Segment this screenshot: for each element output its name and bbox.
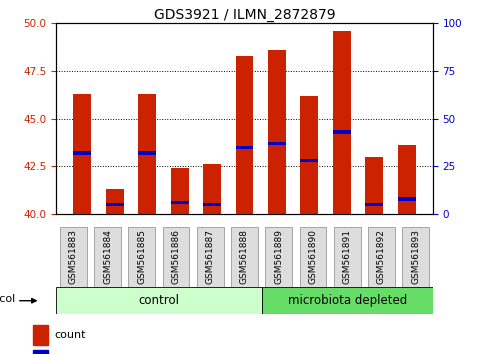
Text: control: control [138, 294, 179, 307]
Bar [138, 151, 156, 155]
Bar [73, 151, 91, 155]
Bar [332, 31, 350, 214]
Bar [163, 227, 189, 287]
Title: GDS3921 / ILMN_2872879: GDS3921 / ILMN_2872879 [153, 8, 335, 22]
Bar [333, 227, 360, 287]
Bar [170, 201, 188, 204]
Bar [231, 227, 257, 287]
Text: GSM561891: GSM561891 [342, 229, 351, 284]
Bar [367, 227, 394, 287]
Text: microbiota depleted: microbiota depleted [287, 294, 406, 307]
Bar [365, 203, 383, 206]
Text: GSM561885: GSM561885 [137, 229, 146, 284]
Text: protocol: protocol [0, 295, 16, 304]
Text: GSM561884: GSM561884 [103, 229, 112, 284]
Text: GSM561883: GSM561883 [69, 229, 78, 284]
Bar [203, 165, 221, 214]
Bar [33, 350, 48, 354]
Bar [397, 197, 415, 201]
Text: GSM561887: GSM561887 [205, 229, 214, 284]
Text: count: count [55, 330, 86, 340]
Bar [56, 287, 261, 314]
Text: GSM561886: GSM561886 [171, 229, 180, 284]
Bar [203, 203, 221, 206]
Bar [261, 287, 432, 314]
Text: GSM561893: GSM561893 [410, 229, 419, 284]
Bar [170, 168, 188, 214]
Bar [365, 157, 383, 214]
Bar [402, 227, 428, 287]
Bar [332, 130, 350, 134]
Bar [267, 142, 285, 145]
Text: GSM561888: GSM561888 [240, 229, 248, 284]
Bar [267, 50, 285, 214]
Bar [299, 227, 325, 287]
Bar [60, 227, 86, 287]
Bar [138, 94, 156, 214]
Text: GSM561892: GSM561892 [376, 229, 385, 284]
Bar [128, 227, 155, 287]
Bar [397, 145, 415, 214]
Bar [94, 227, 121, 287]
Bar [105, 189, 123, 214]
Bar [265, 227, 291, 287]
Bar [300, 96, 318, 214]
Bar [300, 159, 318, 162]
Bar [73, 94, 91, 214]
Bar [197, 227, 223, 287]
Text: GSM561890: GSM561890 [308, 229, 317, 284]
Text: GSM561889: GSM561889 [274, 229, 283, 284]
Bar [33, 325, 48, 345]
Bar [235, 145, 253, 149]
Bar [235, 56, 253, 214]
Bar [105, 203, 123, 206]
